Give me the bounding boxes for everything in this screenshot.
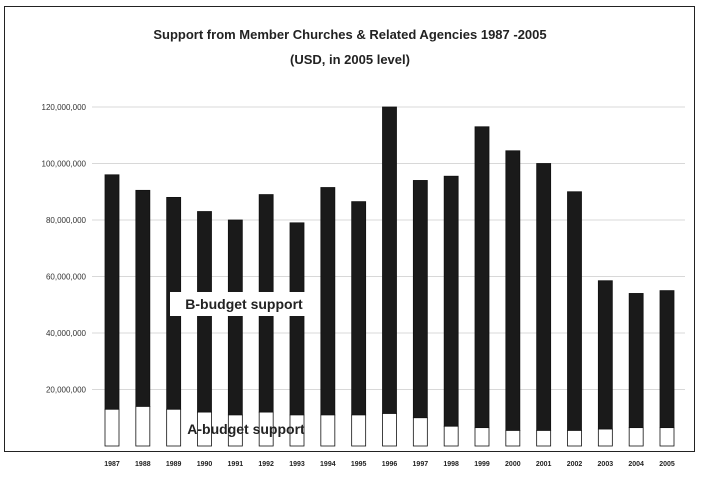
bar-a-budget-1992 (258, 411, 274, 447)
x-tick-label: 1998 (443, 461, 459, 468)
bottom-band (4, 452, 695, 479)
bar-a-budget-1996 (382, 413, 397, 447)
bar-b-budget-2005 (659, 290, 675, 429)
bar-b-budget-1988 (135, 189, 151, 407)
chart-title: Support from Member Churches & Related A… (153, 27, 546, 42)
bar-b-budget-2004 (628, 293, 644, 429)
bar-b-budget-1993 (289, 222, 305, 416)
bar-a-budget-1995 (351, 414, 367, 447)
bar-b-budget-1991 (227, 219, 243, 416)
bar-b-budget-2003 (597, 280, 613, 430)
bar-a-budget-2005 (659, 427, 675, 447)
bar-b-budget-2002 (567, 191, 582, 431)
annotations-layer: B-budget support A-budget support (170, 292, 318, 437)
bar-a-budget-1988 (135, 406, 151, 447)
x-tick-label: 1990 (197, 461, 213, 468)
x-tick-label: 1993 (289, 461, 305, 468)
x-tick-label: 1992 (258, 461, 274, 468)
x-tick-label: 1994 (320, 461, 336, 468)
y-tick-label: 60,000,000 (46, 273, 87, 282)
bar-a-budget-1994 (320, 414, 336, 447)
bar-b-budget-1997 (412, 180, 428, 419)
x-tick-label: 1995 (351, 461, 367, 468)
bar-a-budget-1999 (474, 427, 490, 447)
bar-a-budget-1991 (227, 414, 243, 447)
a-budget-label: A-budget support (187, 421, 305, 437)
x-tick-label: 2001 (536, 461, 552, 468)
b-budget-label: B-budget support (185, 296, 303, 312)
y-tick-label: 100,000,000 (42, 160, 87, 169)
y-tick-label: 80,000,000 (46, 216, 87, 225)
x-tick-label: 1996 (382, 461, 398, 468)
bar-b-budget-2001 (536, 163, 552, 431)
bar-b-budget-2000 (505, 150, 521, 431)
bar-b-budget-1994 (320, 187, 336, 416)
bar-b-budget-1996 (382, 106, 397, 414)
y-tick-label: 120,000,000 (42, 103, 87, 112)
x-axis-ticks: 1987 1988 1989 1990 1991 1992 1993 1994 1995 1996… (104, 461, 675, 468)
bar-b-budget-1987 (104, 174, 120, 410)
b-budget-label-bg (170, 292, 318, 316)
bar-a-budget-2000 (505, 430, 521, 447)
bar-a-budget-1989 (166, 408, 182, 447)
x-tick-label: 1991 (228, 461, 244, 468)
bar-a-budget-1998 (443, 425, 459, 447)
x-tick-label: 2000 (505, 461, 521, 468)
x-tick-label: 1987 (104, 461, 120, 468)
bar-a-budget-1993 (289, 414, 305, 447)
y-tick-label: 40,000,000 (46, 329, 87, 338)
bar-b-budget-1998 (443, 175, 459, 427)
x-tick-label: 2002 (567, 461, 583, 468)
x-tick-label: 1988 (135, 461, 151, 468)
bar-a-budget-2001 (536, 430, 552, 447)
bar-a-budget-1997 (412, 417, 428, 447)
y-axis-ticks: 20,000,000 40,000,000 60,000,000 80,000,000… (42, 103, 87, 395)
x-tick-label: 2005 (659, 461, 675, 468)
bar-a-budget-2002 (567, 430, 582, 447)
x-tick-label: 2003 (598, 461, 614, 468)
x-tick-label: 1989 (166, 461, 182, 468)
bar-b-budget-1995 (351, 201, 367, 416)
y-tick-label: 20,000,000 (46, 386, 87, 395)
bar-a-budget-2004 (628, 427, 644, 447)
bar-a-budget-2003 (597, 428, 613, 447)
x-tick-label: 1997 (413, 461, 429, 468)
chart-subtitle: (USD, in 2005 level) (290, 52, 410, 67)
bar-b-budget-1999 (474, 126, 490, 429)
x-tick-label: 1999 (474, 461, 490, 468)
x-tick-label: 2004 (628, 461, 644, 468)
bars-layer (104, 106, 675, 447)
bar-a-budget-1987 (104, 408, 120, 447)
bar-a-budget-1990 (197, 411, 212, 447)
